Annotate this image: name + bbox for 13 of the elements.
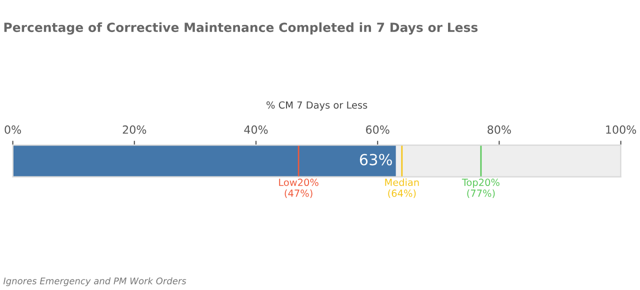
- x-tick-label: 0%: [4, 125, 21, 134]
- text: Ignores Emergency and PM Work Orders: [3, 277, 186, 286]
- x-tick-label: 100%: [606, 125, 636, 134]
- ref-line-label: Median (64%): [385, 178, 419, 198]
- ref-line-label: Low20% (47%): [279, 178, 318, 198]
- x-tick-label: 60%: [366, 125, 390, 134]
- data-label: 63%: [360, 154, 392, 166]
- x-tick-label: 80%: [488, 125, 511, 134]
- ref-line-label: Top20% (77%): [462, 178, 500, 198]
- x-tick-label: 20%: [122, 125, 146, 134]
- chart-title: Percentage of Corrective Maintenance Completed in 7 Days or Less: [4, 22, 478, 35]
- x-axis-title: % CM 7 Days or Less: [266, 101, 368, 111]
- x-tick-label: 40%: [244, 125, 268, 134]
